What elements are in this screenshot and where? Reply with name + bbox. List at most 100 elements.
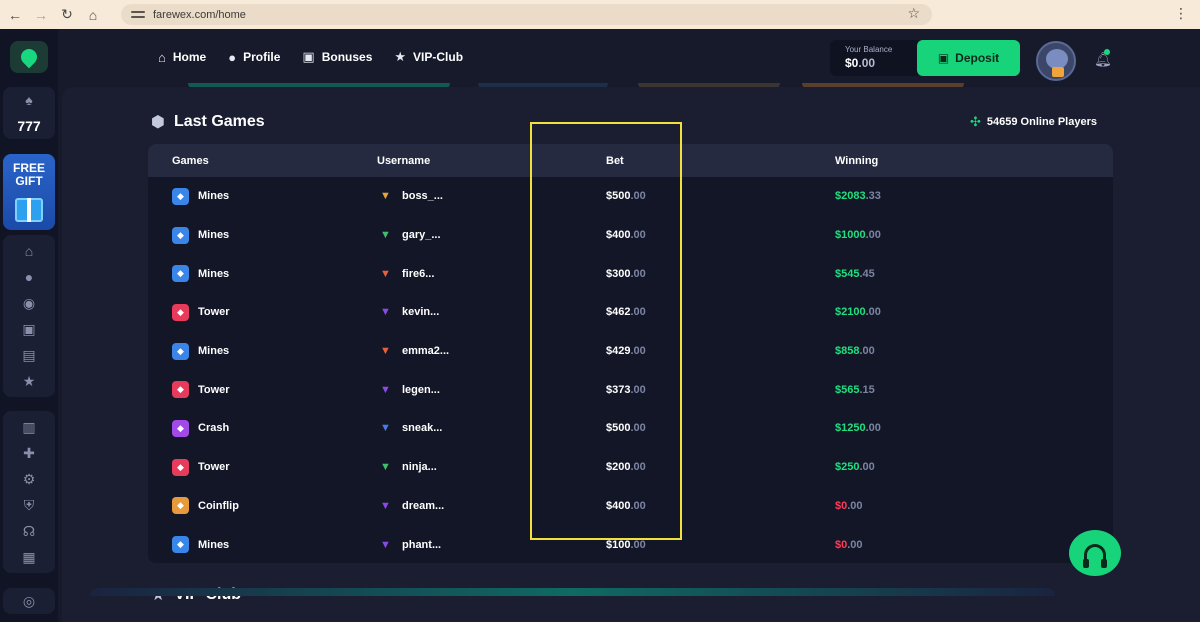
nav-profile[interactable]: ● Profile	[228, 50, 280, 65]
rank-badge-icon: ▼	[380, 538, 391, 551]
avatar[interactable]	[1036, 41, 1076, 81]
bet-cents: .00	[630, 499, 646, 512]
sidebar-home-icon[interactable]: ⌂	[24, 243, 34, 259]
game-name: Mines	[198, 229, 230, 242]
winning-cents: .15	[859, 383, 875, 396]
bet-cell: $500.00	[606, 190, 835, 202]
nav-vip-club[interactable]: ★ VIP-Club	[394, 49, 463, 65]
bet-cents: .00	[630, 267, 646, 280]
winning-main: $2100	[835, 306, 866, 319]
winning-cell: $1000.00	[835, 229, 1113, 241]
winning-cents: .00	[847, 538, 863, 551]
browser-menu-icon[interactable]: ⋮	[1174, 5, 1188, 21]
username: ninja...	[402, 461, 437, 474]
bet-cents: .00	[630, 229, 646, 242]
winning-cell: $2100.00	[835, 306, 1113, 318]
winning-cell: $1250.00	[835, 422, 1113, 434]
game-name: Tower	[198, 306, 230, 319]
game-cell: ◆ Mines	[148, 226, 377, 244]
home-icon[interactable]: ⌂	[88, 6, 98, 23]
sidebar-clipboard-icon[interactable]: ▦	[22, 548, 36, 565]
gift-line-1: FREE	[12, 161, 45, 175]
winning-main: $250	[835, 461, 860, 474]
sidebar-wallet-icon[interactable]: ▤	[22, 346, 36, 363]
banner-strip-4	[802, 83, 964, 89]
url-text[interactable]: farewex.com/home	[153, 8, 246, 21]
table-row[interactable]: ◆ Tower ▼ ninja... $200.00 $250.00	[148, 448, 1113, 487]
username-cell: ▼ kevin...	[377, 306, 606, 318]
bet-cell: $200.00	[606, 461, 835, 473]
game-cell: ◆ Crash	[148, 419, 377, 437]
reload-icon[interactable]: ↻	[61, 6, 73, 22]
table-row[interactable]: ◆ Mines ▼ boss_... $500.00 $2083.33	[148, 177, 1113, 216]
last-games-table: Games Username Bet Winning ◆ Mines ▼ boss_.…	[148, 144, 1113, 563]
table-row[interactable]: ◆ Coinflip ▼ dream... $400.00 $0.00	[148, 487, 1113, 526]
rank-badge-icon: ▼	[380, 461, 391, 474]
username: boss_...	[402, 190, 443, 203]
notification-dot	[1104, 49, 1110, 55]
bet-cents: .00	[630, 383, 646, 396]
balance-main: $0	[845, 56, 859, 70]
game-icon: ◆	[172, 458, 189, 476]
sidebar-settings-icon[interactable]: ⚙	[22, 470, 36, 487]
bet-cents: .00	[630, 345, 646, 358]
sidebar-rules-icon[interactable]: ▥	[22, 418, 36, 435]
game-name: Tower	[198, 383, 230, 396]
username-cell: ▼ boss_...	[377, 190, 606, 202]
deposit-button[interactable]: ▣ Deposit	[917, 40, 1020, 76]
back-arrow-icon[interactable]: ←	[8, 6, 22, 23]
nav-bonuses[interactable]: ▣ Bonuses	[302, 49, 372, 65]
table-row[interactable]: ◆ Crash ▼ sneak... $500.00 $1250.00	[148, 409, 1113, 448]
bet-main: $400	[606, 499, 631, 512]
rank-badge-icon: ▼	[380, 422, 391, 435]
sidebar-vip-icon[interactable]: ★	[22, 372, 36, 389]
username-cell: ▼ dream...	[377, 500, 606, 512]
bet-cents: .00	[630, 422, 646, 435]
winning-cents: .45	[859, 267, 875, 280]
sidebar-games-icon[interactable]: ✚	[23, 444, 35, 461]
game-icon: ◆	[172, 303, 189, 321]
rank-badge-icon: ▼	[380, 499, 391, 512]
notification-bell-icon[interactable]: 🔔︎	[1094, 51, 1112, 67]
table-row[interactable]: ◆ Mines ▼ gary_... $400.00 $1000.00	[148, 216, 1113, 255]
table-row[interactable]: ◆ Mines ▼ emma2... $429.00 $858.00	[148, 332, 1113, 371]
site-logo[interactable]	[10, 41, 48, 73]
gift-icon: ▣	[302, 49, 315, 64]
forward-arrow-icon[interactable]: →	[34, 6, 48, 23]
originals-icon[interactable]: ♠	[25, 92, 33, 108]
address-bar[interactable]: farewex.com/home ☆	[121, 4, 932, 25]
username: phant...	[402, 538, 442, 551]
table-row[interactable]: ◆ Tower ▼ kevin... $462.00 $2100.00	[148, 293, 1113, 332]
winning-main: $0	[835, 499, 848, 512]
username-cell: ▼ ninja...	[377, 461, 606, 473]
balance-label: Your Balance	[845, 45, 893, 54]
bookmark-star-icon[interactable]: ☆	[907, 5, 920, 21]
table-row[interactable]: ◆ Mines ▼ fire6... $300.00 $545.45	[148, 254, 1113, 293]
game-cell: ◆ Tower	[148, 303, 377, 321]
globe-icon[interactable]: ◎	[22, 592, 36, 609]
sidebar-bonus-icon[interactable]: ▣	[22, 320, 36, 337]
game-icon: ◆	[172, 226, 189, 244]
sidebar-support-icon[interactable]: ☊	[22, 522, 36, 539]
sidebar-language-group: ◎	[3, 588, 55, 614]
game-icon: ◆	[172, 497, 189, 515]
nav-home[interactable]: ⌂ Home	[158, 50, 206, 65]
table-row[interactable]: ◆ Mines ▼ phant... $100.00 $0.00	[148, 525, 1113, 563]
support-chat-button[interactable]	[1069, 530, 1121, 576]
slots-button[interactable]: 777	[3, 113, 55, 139]
sidebar-shield-icon[interactable]: ⛨	[23, 496, 35, 513]
winning-cents: .00	[859, 461, 875, 474]
winning-cell: $858.00	[835, 345, 1113, 357]
table-row[interactable]: ◆ Tower ▼ legen... $373.00 $565.15	[148, 370, 1113, 409]
free-gift-banner[interactable]: FREE GIFT	[3, 154, 55, 230]
bet-main: $300	[606, 267, 631, 280]
vip-banner-strip	[90, 588, 1055, 596]
bet-cents: .00	[630, 190, 646, 203]
sidebar-profile-icon[interactable]: ●	[24, 269, 34, 285]
username-cell: ▼ gary_...	[377, 229, 606, 241]
sidebar-chat-icon[interactable]: ◉	[22, 294, 36, 311]
site-settings-icon[interactable]	[131, 10, 145, 20]
game-icon: ◆	[172, 536, 189, 554]
game-cell: ◆ Mines	[148, 342, 377, 360]
winning-main: $858	[835, 345, 860, 358]
